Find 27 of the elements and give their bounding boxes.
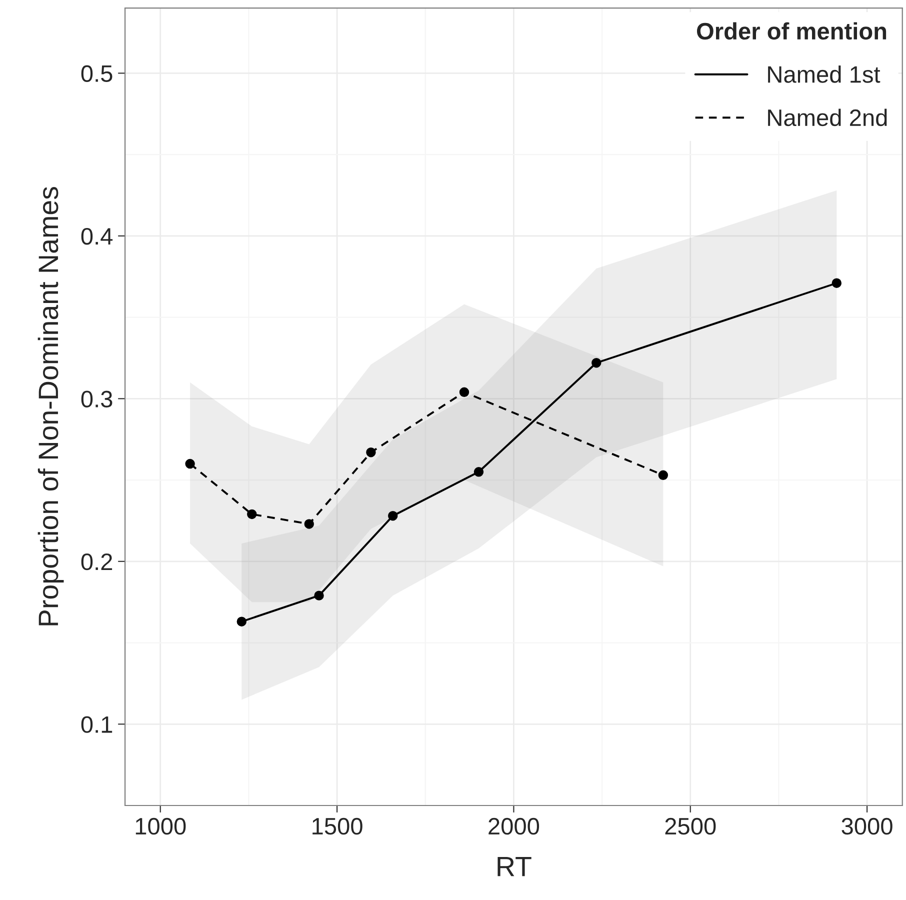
x-tick-label: 2500 [665,818,716,835]
x-tick-label: 3000 [842,818,892,835]
point [366,448,376,458]
point [658,470,668,480]
y-tick-label: 0.5 [81,65,112,82]
x-tick-label: 1000 [136,818,186,835]
y-tick-label: 0.3 [81,390,112,408]
point [247,509,257,520]
point [236,616,246,626]
x-tick-label: 2000 [488,818,540,835]
point [592,358,602,368]
x-tick-label: 1500 [312,818,362,835]
legend-title: Order of mention [696,22,886,40]
legend-label: Named 1st [768,66,880,83]
point [832,278,842,288]
point [388,510,398,521]
point [459,387,470,398]
point [185,458,195,469]
legend-label: Named 2nd [768,108,887,126]
y-tick-label: 0.1 [81,716,112,733]
point [314,590,324,600]
y-axis-title: Proportion of Non-Dominant Names [38,187,64,626]
point [474,467,484,477]
y-tick-label: 0.4 [81,228,113,245]
point [304,519,314,529]
x-axis-title: RT [498,857,532,876]
y-tick-label: 0.2 [81,553,112,570]
